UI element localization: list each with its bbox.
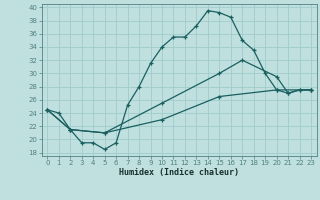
X-axis label: Humidex (Indice chaleur): Humidex (Indice chaleur): [119, 168, 239, 177]
